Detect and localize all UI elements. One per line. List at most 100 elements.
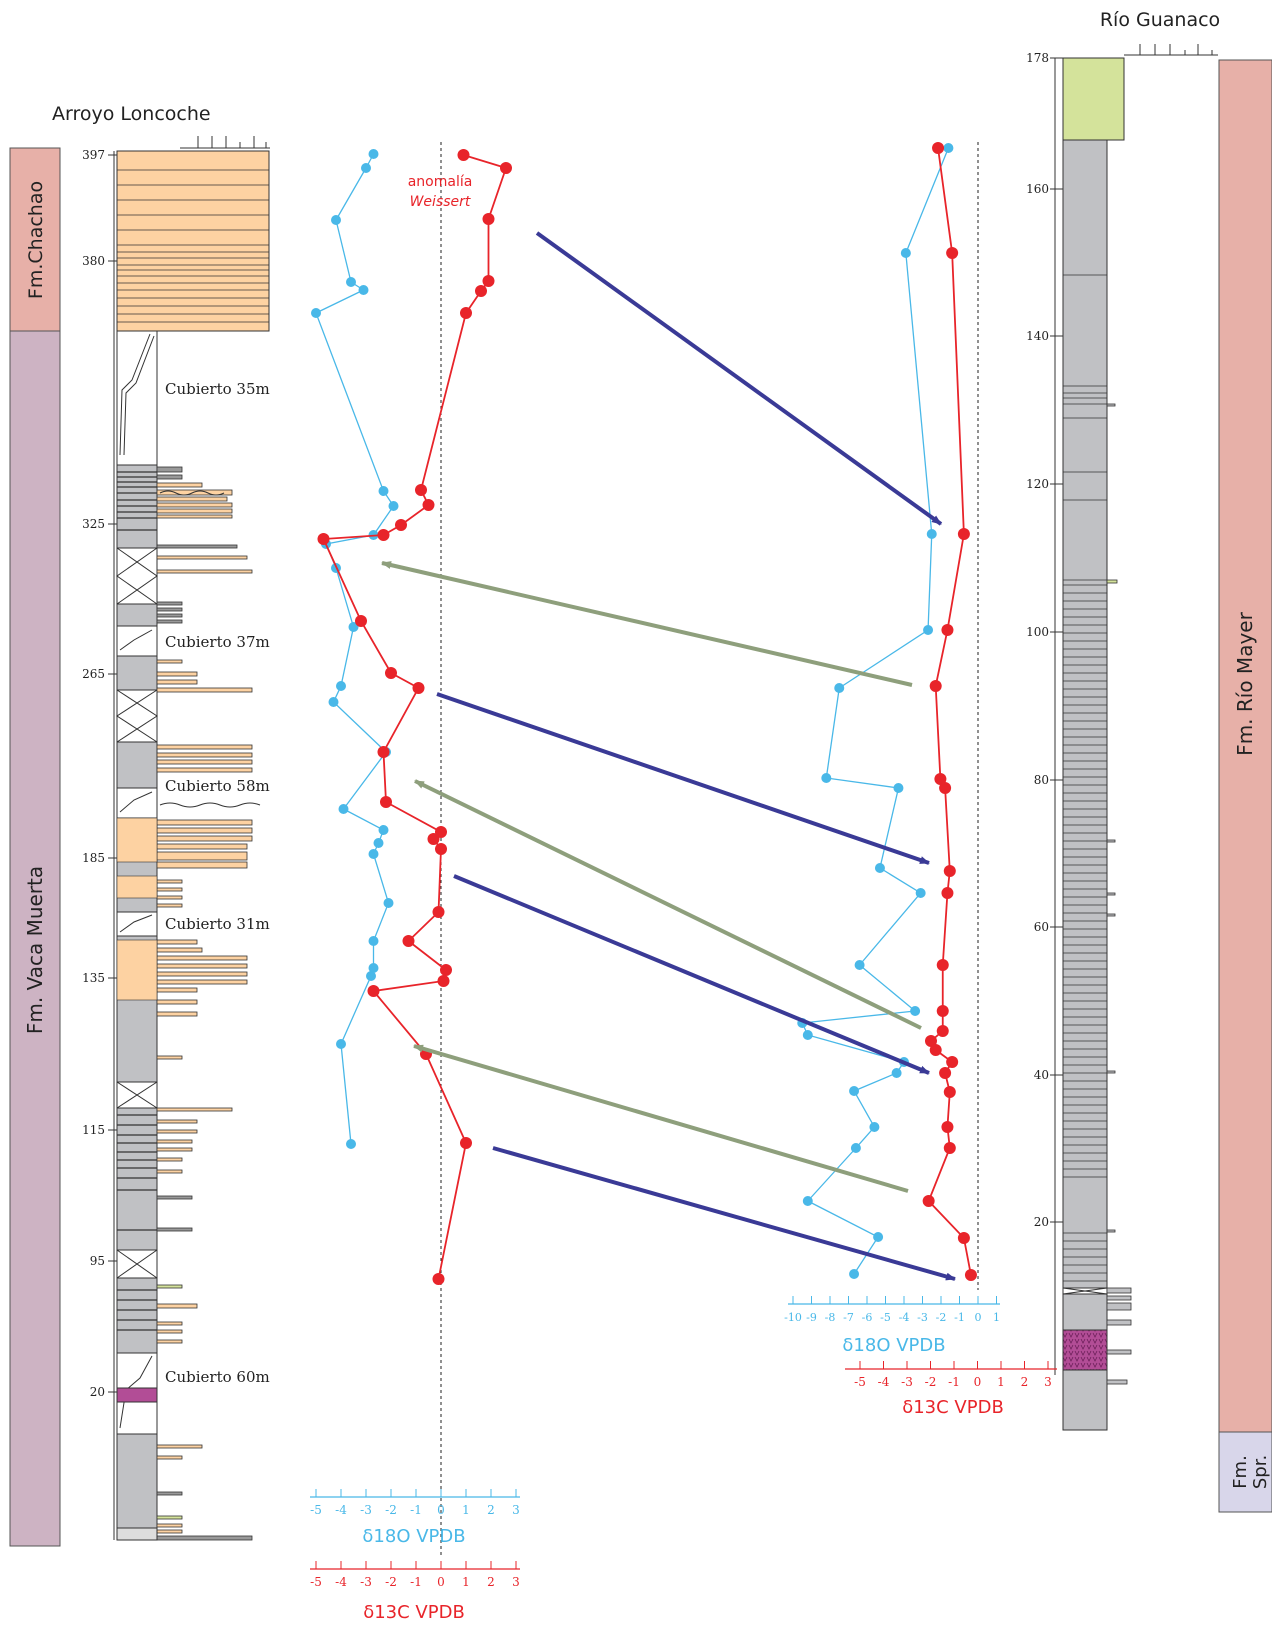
o18-data-point xyxy=(834,683,845,693)
axis-tick-label: -4 xyxy=(335,1575,347,1589)
right-c13-axis: -5 -4 -3 -2 -1 0 1 2 3 δ13C VPDB xyxy=(845,1361,1057,1418)
left-depth-tick-135: 135 xyxy=(82,971,105,985)
right-c13-axis-label: δ13C VPDB xyxy=(902,1397,1004,1418)
c13-data-point xyxy=(925,1035,937,1047)
left-depth-tick-397: 397 xyxy=(82,148,105,162)
o18-data-point xyxy=(802,1030,813,1040)
anomaly-label-line2: Weissert xyxy=(410,194,471,210)
c13-data-point xyxy=(957,1232,970,1244)
right-depth-tick-178: 178 xyxy=(1026,51,1049,65)
o18-data-point xyxy=(873,1232,884,1242)
c13-data-point xyxy=(422,499,435,511)
left-covered-label-31m: Cubierto 31m xyxy=(165,915,270,933)
c13-data-point xyxy=(460,307,472,319)
c13-data-point xyxy=(460,1137,472,1149)
blue-correlation-arrow-1 xyxy=(535,231,943,526)
left-depth-tick-380: 380 xyxy=(82,254,105,268)
axis-tick-label: -2 xyxy=(925,1375,937,1389)
o18-data-point xyxy=(368,149,379,159)
c13-data-point xyxy=(435,843,447,855)
anomaly-label-line1: anomalía xyxy=(408,174,473,190)
axis-tick-label: 0 xyxy=(974,1375,982,1389)
o18-data-point xyxy=(338,804,349,814)
left-formation-band-chachao xyxy=(9,147,61,332)
axis-tick-label: -4 xyxy=(878,1375,890,1389)
o18-data-point xyxy=(358,285,369,295)
axis-tick-label: -3 xyxy=(360,1575,372,1589)
axis-tick-label: 1 xyxy=(462,1575,470,1589)
c13-data-point xyxy=(482,275,495,287)
o18-data-point xyxy=(869,1122,880,1132)
axis-tick-label: -10 xyxy=(784,1311,802,1324)
left-c13-axis-label: δ13C VPDB xyxy=(363,1602,465,1623)
c13-data-point xyxy=(402,935,415,947)
axis-tick-label: -3 xyxy=(360,1503,372,1517)
c13-data-point xyxy=(475,285,487,297)
green-correlation-arrow-1 xyxy=(381,561,913,687)
c13-data-point xyxy=(946,1056,959,1068)
c13-data-point xyxy=(957,528,970,540)
c13-data-point xyxy=(946,247,959,259)
c13-data-point xyxy=(939,1067,952,1079)
right-section-title: Río Guanaco xyxy=(1100,9,1220,31)
axis-tick-label: -1 xyxy=(410,1503,422,1517)
c13-data-point xyxy=(941,887,954,899)
o18-data-point xyxy=(368,849,379,859)
c13-data-point xyxy=(939,782,952,794)
right-formation-band-rio-mayer xyxy=(1218,59,1272,1433)
left-covered-label-60m: Cubierto 60m xyxy=(165,1368,270,1386)
c13-data-point xyxy=(432,1273,445,1285)
left-covered-label-37m: Cubierto 37m xyxy=(165,633,270,651)
axis-tick-label: 1 xyxy=(462,1503,470,1517)
axis-tick-label: -5 xyxy=(310,1503,322,1517)
axis-tick-label: -2 xyxy=(385,1503,397,1517)
axis-tick-label: 2 xyxy=(487,1503,495,1517)
right-depth-tick-100: 100 xyxy=(1026,625,1049,639)
c13-data-point xyxy=(934,773,947,785)
left-o18-series-line xyxy=(315,153,395,1145)
o18-data-point xyxy=(849,1269,860,1279)
left-covered-label-35m: Cubierto 35m xyxy=(165,380,270,398)
c13-data-point xyxy=(377,746,390,758)
green-correlation-arrow-2 xyxy=(414,779,922,1030)
c13-data-point xyxy=(432,906,445,918)
o18-data-point xyxy=(368,936,379,946)
o18-data-point xyxy=(923,625,934,635)
left-stratigraphic-column xyxy=(116,136,270,1541)
c13-data-point xyxy=(943,865,956,877)
left-depth-axis: 397 380 325 265 185 135 115 95 20 xyxy=(82,148,117,1540)
axis-tick-label: 3 xyxy=(1044,1375,1052,1389)
c13-data-point xyxy=(440,964,452,976)
left-depth-tick-265: 265 xyxy=(82,667,105,681)
c13-data-point xyxy=(941,624,954,636)
c13-data-point xyxy=(929,680,942,692)
right-depth-tick-60: 60 xyxy=(1034,920,1049,934)
right-formation-label-springhill: Fm.Spr. xyxy=(1230,1455,1271,1489)
right-depth-tick-120: 120 xyxy=(1026,477,1049,491)
axis-tick-label: 0 xyxy=(437,1503,445,1517)
axis-tick-label: -5 xyxy=(854,1375,866,1389)
right-formation-band-springhill xyxy=(1218,1431,1272,1513)
correlation-arrows xyxy=(381,231,956,1281)
right-stratigraphic-column xyxy=(1062,44,1218,1431)
c13-data-point xyxy=(415,484,427,496)
o18-data-point xyxy=(821,773,832,783)
c13-data-point xyxy=(936,1005,949,1017)
left-c13-axis: -5 -4 -3 -2 -1 0 1 2 3 δ13C VPDB xyxy=(310,1561,520,1623)
green-correlation-arrow-3 xyxy=(413,1044,909,1193)
o18-data-point xyxy=(900,248,911,258)
c13-data-point xyxy=(385,667,397,679)
c13-data-point xyxy=(355,615,367,627)
o18-data-point xyxy=(346,1139,356,1149)
right-depth-tick-40: 40 xyxy=(1034,1068,1049,1082)
o18-data-point xyxy=(854,960,865,970)
left-o18-points xyxy=(311,149,399,1149)
right-o18-points xyxy=(797,143,954,1279)
o18-data-point xyxy=(336,681,346,691)
axis-tick-label: -3 xyxy=(901,1375,913,1389)
c13-data-point xyxy=(932,142,945,154)
left-formation-label-vaca-muerta: Fm. Vaca Muerta xyxy=(23,866,47,1034)
c13-data-point xyxy=(941,1121,954,1133)
right-o18-series-line xyxy=(801,147,950,1275)
